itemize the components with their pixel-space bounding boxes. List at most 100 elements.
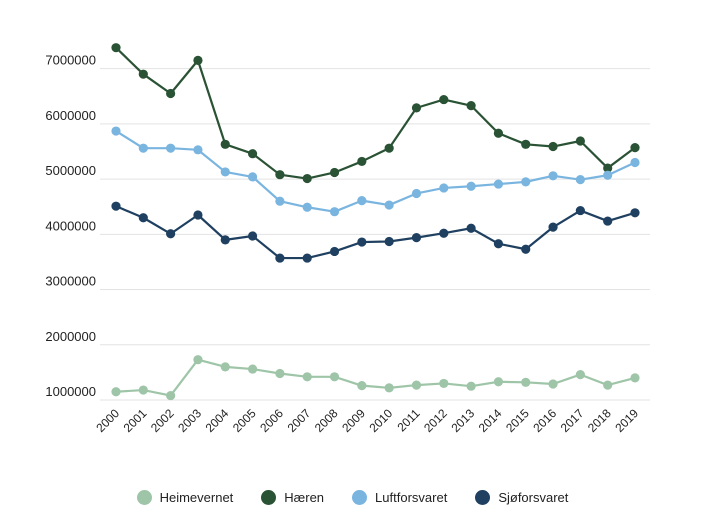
y-tick-label: 4000000 [45, 218, 96, 233]
data-point [439, 183, 449, 193]
x-tick-label: 2004 [203, 406, 232, 435]
x-tick-label: 2013 [448, 406, 477, 435]
legend-item: Luftforsvaret [352, 489, 448, 505]
data-point [302, 372, 312, 382]
data-point [275, 253, 285, 263]
data-point [193, 355, 203, 365]
legend-swatch [352, 489, 368, 505]
series-line [115, 358, 636, 397]
data-point [466, 181, 476, 191]
gridlines [100, 68, 650, 401]
x-tick-label: 2001 [121, 406, 150, 435]
data-point [603, 216, 613, 226]
data-point [193, 145, 203, 155]
data-point [275, 368, 285, 379]
legend-item: Hæren [261, 489, 325, 505]
series-3 [111, 201, 640, 263]
data-point [411, 233, 422, 243]
legend-label: Heimevernet [159, 489, 234, 505]
data-point [329, 246, 340, 257]
data-point [575, 175, 585, 185]
data-point [384, 383, 394, 393]
y-tick-label: 3000000 [45, 274, 96, 289]
x-tick-label: 2005 [230, 406, 259, 435]
data-point [439, 94, 449, 105]
y-tick-label: 5000000 [45, 163, 96, 178]
data-point [193, 55, 203, 65]
data-point [575, 136, 585, 146]
data-point [275, 170, 285, 180]
data-point [384, 236, 394, 247]
data-point [247, 231, 258, 241]
data-point [111, 126, 121, 136]
data-point [357, 156, 367, 167]
data-point [521, 177, 531, 187]
series-line [115, 130, 636, 213]
data-point [220, 139, 230, 149]
data-point [548, 379, 558, 389]
data-point [357, 237, 367, 247]
data-point [111, 43, 121, 53]
x-tick-label: 2016 [530, 406, 559, 435]
legend-label: Hæren [284, 489, 325, 505]
data-point [575, 205, 585, 216]
data-point [630, 143, 640, 153]
data-point [220, 235, 230, 245]
data-point [166, 390, 176, 401]
x-tick-label: 2006 [257, 406, 286, 435]
data-point [220, 362, 230, 372]
data-point [302, 173, 312, 184]
x-tick-label: 2008 [312, 406, 341, 435]
data-point [357, 196, 367, 206]
data-point [302, 202, 312, 212]
data-point [493, 179, 504, 189]
x-tick-label: 2014 [476, 406, 505, 435]
legend-label: Sjøforsvaret [498, 489, 569, 505]
data-point [384, 143, 394, 153]
data-point [493, 239, 504, 249]
data-point [220, 167, 230, 177]
legend-item: Heimevernet [136, 489, 234, 505]
legend-label: Luftforsvaret [375, 489, 448, 505]
legend-item: Sjøforsvaret [475, 489, 569, 505]
x-tick-label: 2009 [339, 406, 368, 435]
y-tick-label: 6000000 [45, 108, 96, 123]
data-point [630, 373, 640, 383]
data-point [521, 244, 531, 254]
data-point [247, 172, 258, 182]
data-point [548, 171, 558, 181]
y-tick-label: 2000000 [45, 329, 96, 344]
data-point [138, 385, 148, 395]
legend-swatch [475, 489, 491, 505]
data-point [138, 213, 148, 223]
data-point [493, 377, 504, 387]
series-0 [111, 355, 640, 401]
data-point [521, 139, 531, 149]
data-point [384, 200, 394, 210]
data-point [548, 222, 558, 232]
data-point [466, 101, 476, 111]
data-point [302, 253, 312, 263]
x-axis: 2000200120022003200420052006200720082009… [93, 406, 641, 435]
data-point [493, 128, 504, 138]
data-point [548, 141, 558, 152]
data-point [247, 364, 258, 374]
data-point [411, 380, 422, 390]
x-tick-label: 2007 [285, 406, 314, 435]
data-point [166, 143, 176, 153]
data-point [329, 207, 340, 217]
x-tick-label: 2012 [421, 406, 450, 435]
x-tick-label: 2000 [93, 406, 122, 435]
x-tick-label: 2011 [394, 406, 422, 434]
data-point [630, 208, 640, 218]
x-tick-label: 2002 [148, 406, 177, 435]
data-point [411, 188, 422, 199]
series-2 [111, 126, 640, 217]
data-point [247, 149, 258, 159]
y-tick-label: 7000000 [45, 53, 96, 68]
data-point [466, 223, 476, 233]
x-tick-label: 2018 [585, 406, 614, 435]
data-point [439, 378, 449, 389]
x-tick-label: 2015 [503, 406, 532, 435]
y-axis: 1000000 2000000 3000000 4000000 5000000 60000… [45, 53, 96, 399]
